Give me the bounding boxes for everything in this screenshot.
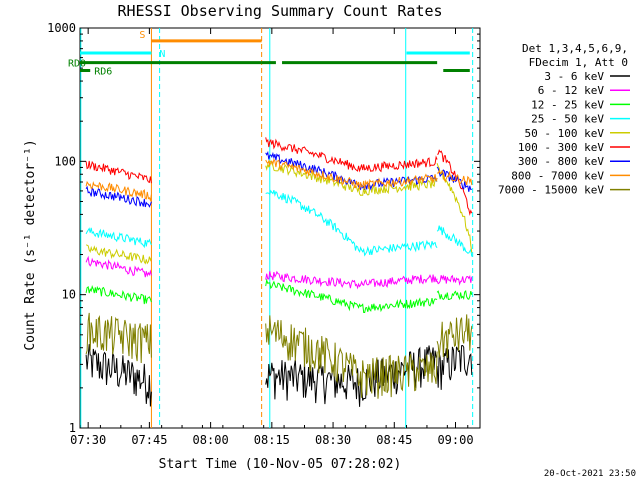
series-line-6-12-kev-1 — [265, 270, 438, 290]
legend-label-100-300-kev: 100 - 300 keV — [518, 141, 604, 154]
x-axis-label: Start Time (10-Nov-05 07:28:02) — [159, 457, 402, 472]
legend-label-7000-15000-kev: 7000 - 15000 keV — [498, 184, 604, 197]
legend-label-50-100-kev: 50 - 100 keV — [525, 127, 605, 140]
y-axis-label: Count Rate (s⁻¹ detector⁻¹) — [23, 139, 38, 350]
series-line-3-6-kev-2 — [436, 344, 473, 390]
chart-title: RHESSI Observing Summary Count Rates — [117, 2, 442, 20]
x-tick-label-08-30: 08:30 — [315, 433, 351, 447]
series-line-25-50-kev-2 — [436, 225, 473, 257]
series-line-300-800-kev-1 — [265, 150, 438, 191]
series-line-25-50-kev-1 — [265, 189, 438, 257]
plot-frame — [79, 27, 481, 429]
series-100-300-kev — [85, 137, 473, 216]
flag-label-rd6: RD6 — [94, 67, 112, 78]
series-25-50-kev — [85, 189, 473, 257]
series-12-25-kev — [85, 278, 473, 313]
legend-label-300-800-kev: 300 - 800 keV — [518, 155, 604, 168]
x-tick-label-07-45: 07:45 — [131, 433, 167, 447]
legend-label-3-6-kev: 3 - 6 keV — [544, 70, 604, 83]
series-line-3-6-kev-0 — [85, 344, 152, 407]
series-7000-15000-kev — [85, 312, 473, 399]
legend-header-0: Det 1,3,4,5,6,9, — [522, 42, 628, 55]
y-tick-label-10: 10 — [62, 288, 76, 302]
series-line-6-12-kev-2 — [436, 274, 473, 286]
legend-label-12-25-kev: 12 - 25 keV — [531, 98, 604, 111]
legend: Det 1,3,4,5,6,9,FDecim 1, Att 03 - 6 keV… — [498, 42, 630, 197]
series-layer — [85, 137, 473, 407]
series-line-12-25-kev-1 — [265, 278, 438, 313]
flag-bar-s: S — [139, 30, 262, 43]
flag-bar-n: N — [80, 49, 470, 60]
y-tick-label-100: 100 — [54, 154, 76, 168]
y-tick-label-1: 1 — [69, 421, 76, 435]
legend-label-25-50-kev: 25 - 50 keV — [531, 113, 604, 126]
series-line-100-300-kev-0 — [85, 160, 152, 184]
x-tick-label-08-45: 08:45 — [376, 433, 412, 447]
x-tick-label-08-00: 08:00 — [193, 433, 229, 447]
legend-label-800-7000-kev: 800 - 7000 keV — [511, 169, 604, 182]
series-6-12-kev — [85, 255, 473, 290]
series-line-12-25-kev-2 — [436, 289, 473, 301]
y-tick-label-1000: 1000 — [47, 21, 76, 35]
series-line-7000-15000-kev-1 — [265, 315, 438, 399]
series-line-50-100-kev-1 — [265, 160, 438, 196]
x-tick-label-07-30: 07:30 — [70, 433, 106, 447]
series-line-800-7000-kev-1 — [265, 158, 438, 190]
flag-bars: S N RD0 RD6 — [68, 30, 470, 78]
legend-label-6-12-kev: 6 - 12 keV — [538, 84, 605, 97]
axes: 07:30 07:45 08:00 08:15 08:30 08:45 09:00 1 10 10… — [47, 21, 480, 447]
series-line-800-7000-kev-2 — [436, 169, 473, 186]
flag-bar-rd0: RD0 — [68, 59, 438, 70]
series-50-100-kev — [85, 160, 473, 265]
series-line-50-100-kev-0 — [85, 244, 152, 265]
series-line-100-300-kev-2 — [437, 149, 473, 216]
x-tick-label-09-00: 09:00 — [437, 433, 473, 447]
series-line-12-25-kev-0 — [85, 284, 152, 305]
series-800-7000-kev — [85, 158, 473, 203]
series-line-100-300-kev-1 — [265, 137, 438, 173]
series-line-25-50-kev-0 — [85, 227, 152, 249]
legend-header-1: FDecim 1, Att 0 — [529, 56, 628, 69]
series-line-300-800-kev-0 — [85, 185, 152, 208]
series-line-7000-15000-kev-0 — [85, 312, 152, 364]
series-line-7000-15000-kev-2 — [436, 314, 473, 358]
vertical-markers — [80, 28, 474, 428]
series-line-800-7000-kev-0 — [85, 180, 152, 203]
series-line-50-100-kev-2 — [436, 163, 473, 253]
flag-bar-rd6: RD6 — [80, 67, 470, 78]
series-line-3-6-kev-1 — [265, 345, 438, 407]
footer-timestamp: 20-Oct-2021 23:50 — [544, 469, 636, 479]
x-tick-label-08-15: 08:15 — [254, 433, 290, 447]
series-line-6-12-kev-0 — [85, 255, 152, 278]
flag-label-n: N — [159, 49, 165, 60]
flag-label-rd0: RD0 — [68, 59, 86, 70]
flag-label-s: S — [139, 30, 145, 41]
